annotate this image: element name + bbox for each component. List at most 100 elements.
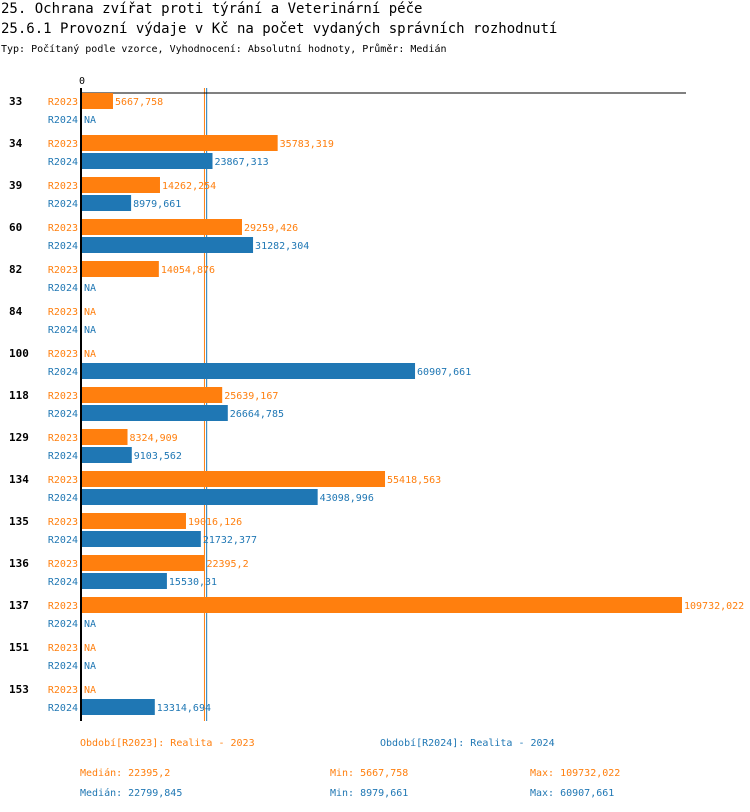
bar-R2024 [82,405,228,421]
data-label: 55418,563 [387,475,441,486]
series-label-R2023: R2023 [48,559,78,570]
series-label-R2024: R2024 [48,115,78,126]
bar-R2024 [82,573,167,589]
data-label: 22395,2 [206,559,248,570]
category-label: 84 [9,305,23,318]
series-label-R2023: R2023 [48,517,78,528]
data-label: 29259,426 [244,223,298,234]
series-label-R2023: R2023 [48,97,78,108]
series-label-R2023: R2023 [48,475,78,486]
series-label-R2024: R2024 [48,199,78,210]
series-label-R2024: R2024 [48,577,78,588]
data-label: 43098,996 [320,493,374,504]
data-label: 25639,167 [224,391,278,402]
chart-info: Typ: Počítaný podle vzorce, Vyhodnocení:… [1,44,447,55]
series-label-R2023: R2023 [48,307,78,318]
category-label: 33 [9,95,22,108]
legend-r2023-median: Medián: 22395,2 [80,768,171,779]
data-label: 35783,319 [280,139,334,150]
page-title: 25. Ochrana zvířat proti týrání a Veteri… [1,1,423,17]
bar-R2024 [82,699,155,715]
na-label: NA [84,619,96,630]
bar-R2024 [82,531,201,547]
legend-r2023-min: Min: 5667,758 [330,768,409,779]
series-label-R2024: R2024 [48,367,78,378]
category-label: 34 [9,137,23,150]
category-label: 134 [9,473,29,486]
data-label: 5667,758 [115,97,163,108]
legend-r2024-max: Max: 60907,661 [530,788,615,799]
bar-R2023 [82,261,159,277]
data-label: 8979,661 [133,199,181,210]
data-label: 23867,313 [215,157,269,168]
data-label: 60907,661 [417,367,471,378]
data-label: 14054,876 [161,265,215,276]
legend-r2024-min: Min: 8979,661 [330,788,409,799]
data-label: 21732,377 [203,535,257,546]
legend-r2023-period: Období[R2023]: Realita - 2023 [80,738,255,749]
series-label-R2023: R2023 [48,265,78,276]
series-label-R2024: R2024 [48,535,78,546]
category-label: 118 [9,389,29,402]
bar-R2023 [82,597,682,613]
series-label-R2024: R2024 [48,451,78,462]
category-label: 39 [9,179,22,192]
series-label-R2024: R2024 [48,241,78,252]
x-tick-label: 0 [79,76,85,87]
data-label: 9103,562 [134,451,182,462]
data-label: 109732,022 [684,601,744,612]
data-label: 26664,785 [230,409,284,420]
bar-R2023 [82,471,386,487]
bar-R2023 [82,513,186,529]
chart-subtitle: 25.6.1 Provozní výdaje v Kč na počet vyd… [1,21,558,37]
series-label-R2024: R2024 [48,493,78,504]
bar-R2024 [82,195,132,211]
category-label: 137 [9,599,29,612]
data-label: 19016,126 [188,517,242,528]
series-label-R2023: R2023 [48,349,78,360]
bar-R2023 [82,177,160,193]
category-label: 82 [9,263,22,276]
na-label: NA [84,115,96,126]
na-label: NA [84,307,96,318]
bar-R2024 [82,489,318,505]
bar-R2024 [82,447,132,463]
series-label-R2024: R2024 [48,409,78,420]
legend-r2024-median: Medián: 22799,845 [80,788,183,799]
series-label-R2024: R2024 [48,157,78,168]
category-label: 60 [9,221,22,234]
series-label-R2023: R2023 [48,643,78,654]
category-label: 135 [9,515,29,528]
bar-R2023 [82,429,128,445]
category-label: 129 [9,431,29,444]
na-label: NA [84,685,96,696]
series-label-R2024: R2024 [48,325,78,336]
series-label-R2023: R2023 [48,685,78,696]
series-label-R2023: R2023 [48,139,78,150]
bar-chart: 0 33 R2023 5667,758 R2024 NA 34 R2023 35783,319 R… [9,76,744,721]
bar-R2024 [82,363,416,379]
category-label: 136 [9,557,29,570]
legend-r2023-max: Max: 109732,022 [530,768,621,779]
series-label-R2023: R2023 [48,391,78,402]
series-label-R2024: R2024 [48,619,78,630]
series-label-R2023: R2023 [48,433,78,444]
series-label-R2024: R2024 [48,661,78,672]
bar-R2024 [82,237,254,253]
category-label: 100 [9,347,29,360]
series-label-R2024: R2024 [48,703,78,714]
data-label: 8324,909 [130,433,178,444]
data-label: 14262,254 [162,181,216,192]
na-label: NA [84,349,96,360]
na-label: NA [84,643,96,654]
bar-R2023 [82,387,223,403]
category-label: 151 [9,641,29,654]
na-label: NA [84,661,96,672]
bar-R2023 [82,135,278,151]
data-label: 15530,31 [169,577,217,588]
na-label: NA [84,283,96,294]
bar-R2023 [82,93,113,109]
data-label: 31282,304 [255,241,309,252]
series-label-R2024: R2024 [48,283,78,294]
series-label-R2023: R2023 [48,601,78,612]
